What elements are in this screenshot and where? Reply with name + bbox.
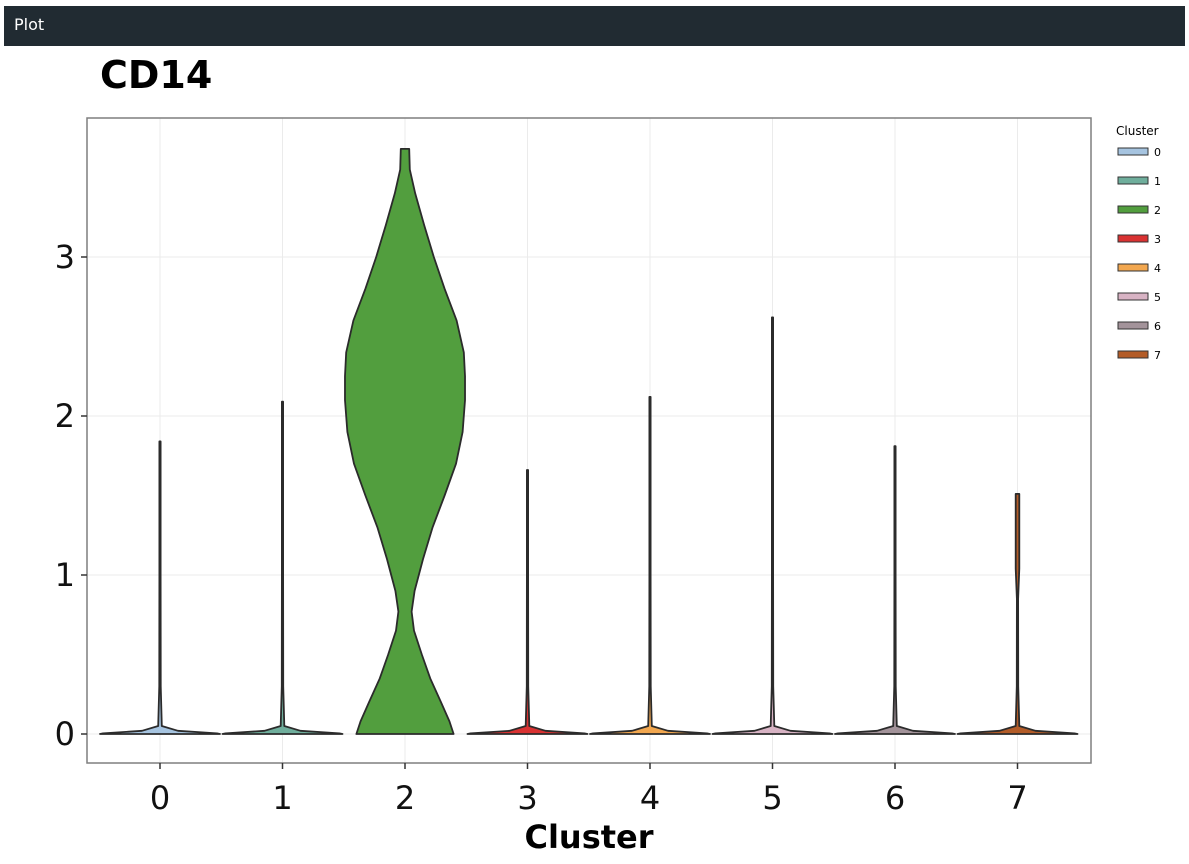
y-tick-label: 1 (55, 556, 75, 594)
legend-label: 3 (1154, 233, 1161, 246)
violins (99, 147, 1079, 735)
legend-label: 2 (1154, 204, 1161, 217)
legend-label: 6 (1154, 320, 1161, 333)
violin-cluster-0 (99, 440, 221, 735)
y-tick-label: 0 (55, 715, 75, 753)
violin-cluster-2 (344, 147, 466, 735)
legend-swatch-3 (1117, 234, 1149, 243)
window-titlebar: Plot (4, 6, 1185, 46)
legend-swatch-5 (1117, 292, 1149, 301)
violin-cluster-6 (834, 445, 956, 735)
chart-title: CD14 (100, 53, 212, 97)
y-tick-label: 3 (55, 238, 75, 276)
violin-cluster-7 (956, 493, 1079, 735)
legend-label: 7 (1154, 349, 1161, 362)
legend-label: 0 (1154, 146, 1161, 159)
plot-frame (86, 117, 1092, 764)
x-axis-title: Cluster (524, 818, 653, 856)
violin-cluster-3 (466, 469, 589, 735)
legend-swatch-2 (1117, 205, 1149, 214)
x-tick-label: 1 (272, 779, 292, 817)
legend-swatch-6 (1117, 321, 1149, 330)
y-axis: 0 1 2 3 (55, 238, 87, 753)
violin-cluster-4 (589, 396, 711, 735)
x-tick-label: 5 (762, 779, 782, 817)
window-title: Plot (14, 15, 45, 34)
legend-swatch-1 (1117, 176, 1149, 185)
y-tick-label: 2 (55, 397, 75, 435)
x-tick-label: 0 (150, 779, 170, 817)
legend-swatch-0 (1117, 147, 1149, 156)
legend-swatch-7 (1117, 350, 1149, 359)
legend-label: 1 (1154, 175, 1161, 188)
x-axis: 0 1 2 3 4 5 6 7 (150, 763, 1028, 817)
x-tick-label: 4 (640, 779, 660, 817)
x-tick-label: 2 (395, 779, 415, 817)
x-tick-label: 3 (517, 779, 537, 817)
x-tick-label: 7 (1007, 779, 1027, 817)
violin-cluster-1 (221, 400, 344, 735)
legend-label: 4 (1154, 262, 1161, 275)
x-tick-label: 6 (885, 779, 905, 817)
legend-swatch-4 (1117, 263, 1149, 272)
grid-lines (87, 118, 1091, 763)
legend-title: Cluster (1116, 124, 1159, 138)
violin-cluster-5 (711, 316, 834, 735)
legend: Cluster 0 1 2 3 4 5 6 7 (1116, 124, 1161, 362)
legend-label: 5 (1154, 291, 1161, 304)
